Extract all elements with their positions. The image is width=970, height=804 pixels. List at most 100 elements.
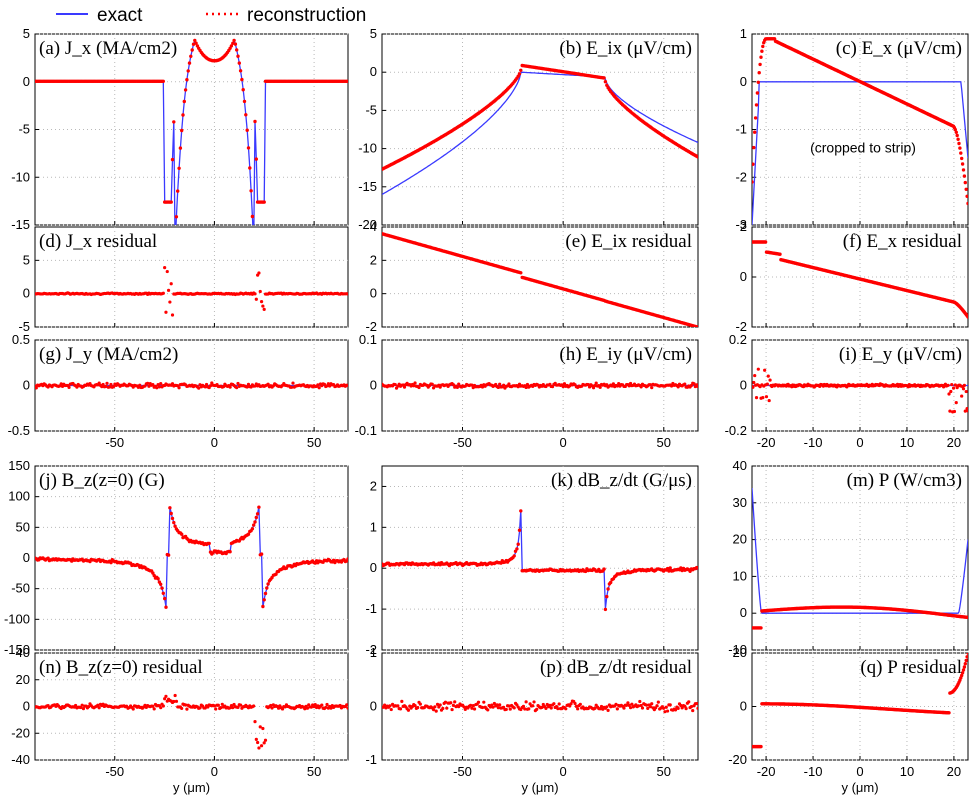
- recon-point: [254, 737, 258, 741]
- y-tick-label: 0: [740, 269, 747, 284]
- panel-p-title: (p) dB_z/dt residual: [540, 657, 692, 678]
- recon-point: [262, 307, 266, 312]
- recon-point: [346, 383, 348, 388]
- recon-point: [316, 383, 320, 387]
- y-tick-label: 20: [733, 645, 747, 660]
- y-tick-label: 0: [23, 550, 30, 565]
- y-tick-label: -10: [728, 642, 747, 657]
- x-tick-label: -20: [757, 435, 776, 450]
- y-tick-label: 30: [733, 495, 747, 510]
- y-tick-label: 2: [370, 252, 377, 267]
- panel-b-frame: [381, 33, 699, 226]
- recon-point: [270, 706, 274, 710]
- recon-point: [182, 99, 186, 104]
- recon-point: [208, 384, 213, 388]
- panel-q: -20 -10 0 10 20 -20 0 20 (q) P residual y (μm): [728, 645, 969, 795]
- recon-point: [254, 515, 258, 520]
- recon-point: [246, 532, 251, 536]
- recon-point: [691, 708, 695, 713]
- recon-point: [603, 607, 608, 612]
- y-tick-label: 0: [370, 378, 377, 393]
- panel-g-title: (g) J_y (MA/cm2): [39, 344, 178, 365]
- recon-point: [962, 174, 967, 178]
- recon-point: [593, 384, 597, 388]
- recon-point: [236, 54, 240, 58]
- recon-point: [146, 381, 150, 385]
- recon-point: [180, 706, 184, 711]
- recon-point: [549, 706, 553, 710]
- recon-point: [470, 383, 474, 387]
- y-tick-label: 100: [8, 489, 30, 504]
- recon-point: [498, 382, 502, 386]
- recon-point: [665, 709, 670, 713]
- recon-point: [166, 553, 171, 557]
- recon-point: [151, 571, 155, 575]
- recon-point: [241, 88, 245, 92]
- recon-point: [757, 71, 761, 75]
- recon-point: [324, 705, 328, 710]
- recon-point: [253, 119, 257, 124]
- recon-point: [573, 701, 577, 706]
- recon-point: [265, 586, 269, 590]
- recon-point: [679, 566, 683, 570]
- recon-point: [667, 569, 671, 573]
- recon-point: [472, 707, 477, 711]
- panel-n: -50 0 50 -40 -20 0 20 40 (n) B_z(z=0) residual y …: [11, 645, 349, 795]
- recon-point: [228, 385, 232, 389]
- recon-point: [606, 708, 610, 712]
- recon-point: [960, 156, 964, 161]
- panel-j-title: (j) B_z(z=0) (G): [39, 470, 165, 491]
- recon-point: [79, 705, 83, 710]
- recon-point: [611, 382, 615, 386]
- recon-point: [204, 382, 209, 387]
- recon-point: [963, 662, 967, 666]
- y-tick-label: -15: [358, 179, 377, 194]
- recon-point: [531, 704, 535, 708]
- panel-h-plot: [382, 381, 698, 390]
- recon-point: [552, 702, 556, 706]
- recon-point: [519, 509, 523, 513]
- y-tick-label: 20: [16, 672, 30, 687]
- recon-point: [313, 703, 317, 707]
- recon-point: [695, 701, 698, 706]
- recon-point: [152, 573, 156, 578]
- recon-point: [431, 708, 436, 712]
- y-tick-label: 4: [370, 219, 377, 234]
- recon-point: [640, 706, 645, 710]
- recon-point: [216, 703, 220, 707]
- recon-point: [605, 594, 609, 599]
- recon-point: [525, 382, 530, 387]
- recon-point: [594, 381, 598, 385]
- recon-point: [673, 708, 678, 712]
- recon-point: [203, 385, 207, 389]
- recon-point: [696, 384, 698, 389]
- panel-e-plot: [382, 232, 698, 327]
- y-tick-label: -20: [358, 217, 377, 232]
- panel-i-plot: [752, 367, 968, 414]
- recon-point: [760, 49, 764, 53]
- y-tick-label: 5: [23, 252, 30, 267]
- x-axis-label: y (μm): [841, 780, 878, 795]
- panel-i: -20 -10 0 10 20 -0.2 0 0.2 (i) E_y (μV/cm): [725, 332, 969, 450]
- recon-point: [253, 720, 257, 724]
- panel-c-plot: [752, 37, 968, 225]
- panel-h-title: (h) E_iy (μV/cm): [559, 344, 692, 365]
- recon-point: [193, 38, 197, 43]
- recon-point: [689, 704, 693, 709]
- recon-point: [228, 550, 232, 554]
- recon-point: [636, 704, 641, 708]
- recon-point: [468, 703, 473, 707]
- y-tick-label: -0.1: [355, 423, 377, 438]
- x-tick-label: 50: [307, 435, 321, 450]
- recon-point: [104, 384, 108, 389]
- y-tick-label: 0: [740, 699, 747, 714]
- recon-point: [676, 385, 680, 389]
- recon-point: [561, 384, 565, 389]
- recon-point: [759, 55, 763, 59]
- panel-a: -15 -10 -5 0 5 (a) J_x (MA/cm2): [11, 26, 349, 232]
- recon-point: [164, 605, 168, 609]
- panel-p: -50 0 50 -1 0 1 (p) dB_z/dt residual y (μm): [365, 645, 699, 795]
- recon-point: [257, 271, 261, 275]
- recon-point: [256, 740, 260, 745]
- recon-point: [644, 703, 649, 707]
